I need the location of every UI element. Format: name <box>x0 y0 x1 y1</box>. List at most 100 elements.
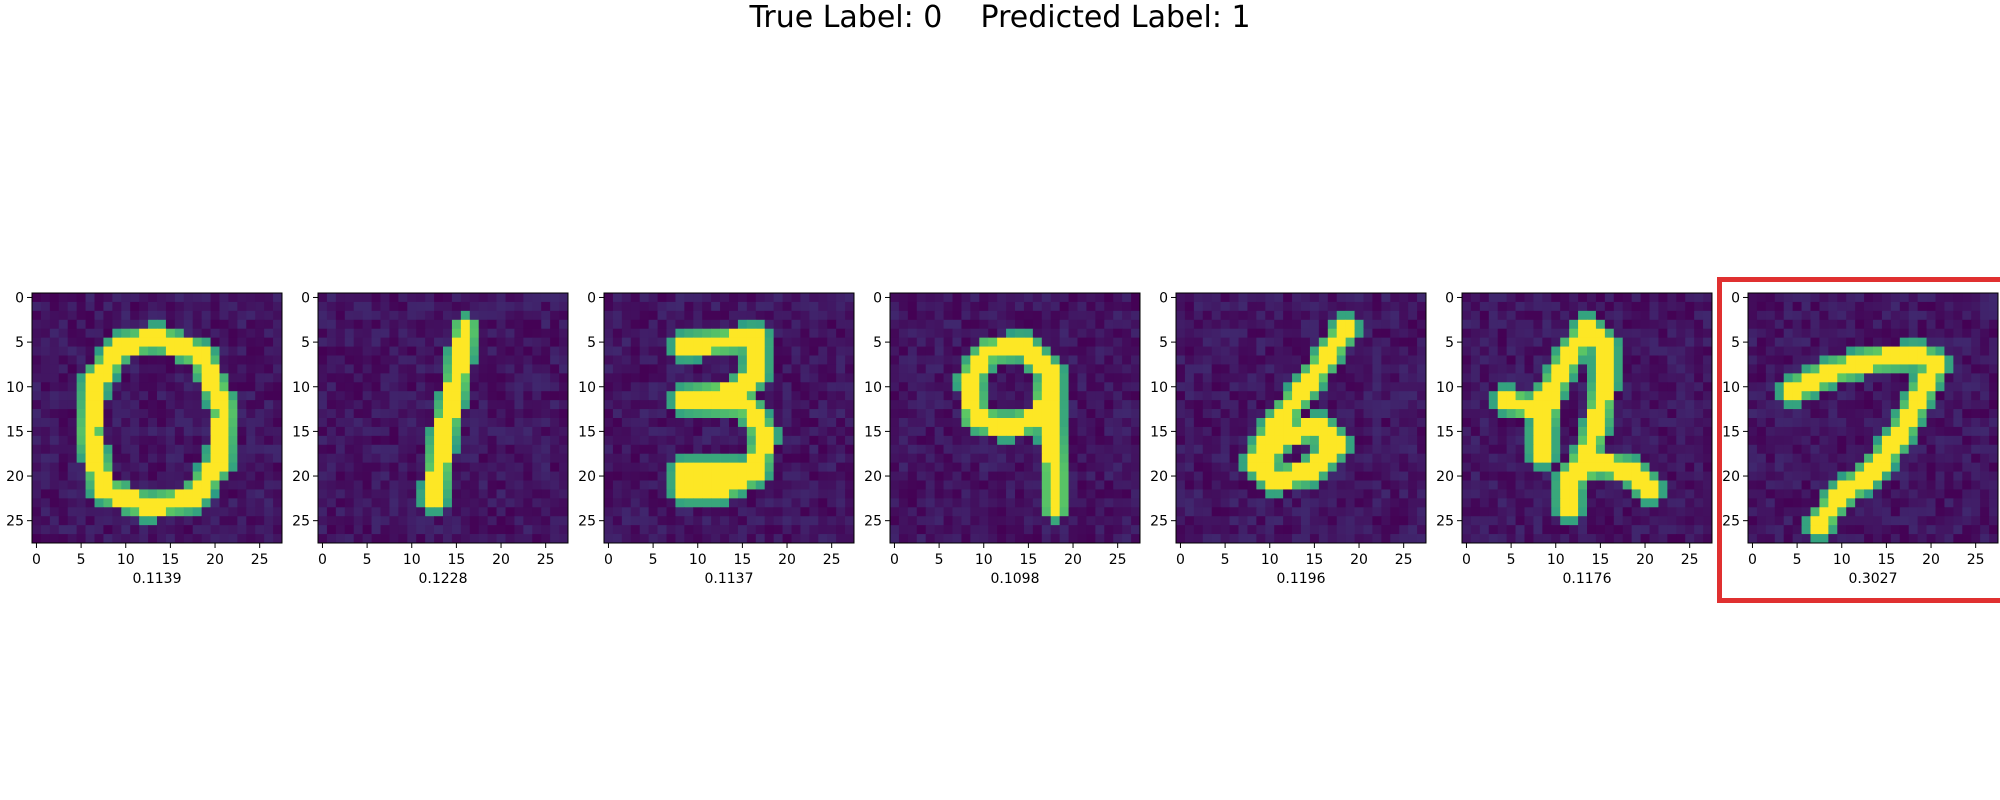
pixel <box>809 355 819 365</box>
pixel <box>648 462 658 472</box>
pixel <box>389 462 399 472</box>
pixel <box>1470 453 1481 464</box>
pixel <box>1462 418 1472 428</box>
pixel <box>1301 444 1311 455</box>
pixel <box>1095 489 1105 499</box>
pixel <box>1095 409 1105 419</box>
pixel <box>1292 337 1302 347</box>
pixel <box>657 355 667 365</box>
pixel <box>451 391 462 401</box>
pixel <box>1631 489 1641 499</box>
pixel <box>648 534 658 544</box>
pixel <box>1667 310 1677 321</box>
pixel <box>362 435 372 446</box>
pixel <box>103 391 113 401</box>
pixel <box>478 435 489 446</box>
pixel <box>1041 471 1052 481</box>
pixel <box>532 418 542 428</box>
pixel <box>1104 534 1114 544</box>
pixel <box>1015 534 1025 544</box>
pixel <box>219 453 229 464</box>
pixel <box>228 444 238 455</box>
pixel <box>711 516 721 526</box>
pixel <box>988 337 998 347</box>
pixel <box>1193 507 1204 517</box>
pixel <box>773 426 783 437</box>
pixel <box>1301 471 1311 481</box>
pixel <box>1238 435 1248 446</box>
pixel <box>1309 418 1320 428</box>
pixel <box>1247 426 1257 437</box>
pixel <box>1390 462 1400 472</box>
pixel <box>1363 310 1373 321</box>
pixel <box>1542 328 1552 339</box>
pixel <box>1399 409 1409 419</box>
pixel <box>729 498 739 508</box>
pixel <box>604 516 614 526</box>
pixel <box>1506 471 1516 481</box>
pixel <box>183 444 194 455</box>
pixel <box>353 310 364 321</box>
pixel <box>505 462 515 472</box>
pixel <box>1345 373 1355 383</box>
pixel <box>711 507 721 517</box>
pixel <box>621 293 632 303</box>
pixel <box>416 337 426 347</box>
pixel <box>1846 293 1856 303</box>
pixel <box>1926 301 1936 312</box>
pixel <box>362 346 372 356</box>
pixel <box>952 462 962 472</box>
pixel <box>684 382 694 392</box>
pixel <box>541 489 551 499</box>
pixel <box>157 337 167 347</box>
pixel <box>907 435 918 446</box>
pixel <box>1560 391 1570 401</box>
pixel <box>1059 426 1069 437</box>
pixel <box>183 471 194 481</box>
pixel <box>988 489 998 499</box>
pixel <box>523 489 533 499</box>
pixel <box>1560 444 1570 455</box>
pixel <box>1363 346 1373 356</box>
pixel <box>264 462 274 472</box>
pixel <box>898 471 909 481</box>
pixel <box>40 355 51 365</box>
pixel <box>639 409 650 419</box>
pixel <box>67 498 78 508</box>
pixel <box>746 382 757 392</box>
pixel <box>85 507 95 517</box>
pixel <box>514 426 524 437</box>
pixel <box>49 409 60 419</box>
pixel <box>121 319 131 330</box>
pixel <box>32 382 42 392</box>
pixel <box>746 498 757 508</box>
pixel <box>201 337 211 347</box>
pixel <box>1122 418 1132 428</box>
pixel <box>201 480 211 490</box>
pixel <box>49 453 60 464</box>
pixel <box>809 391 819 401</box>
pixel <box>58 480 69 490</box>
pixel <box>1184 346 1195 356</box>
pixel <box>532 337 542 347</box>
pixel <box>1390 310 1400 321</box>
pixel <box>469 328 480 339</box>
pixel <box>1542 409 1552 419</box>
pixel <box>165 409 176 419</box>
pixel <box>621 444 632 455</box>
pixel <box>1640 409 1650 419</box>
pixel <box>1176 453 1186 464</box>
pixel <box>1765 319 1776 330</box>
pixel <box>1006 480 1016 490</box>
pixel <box>1560 507 1570 517</box>
pixel <box>1059 355 1069 365</box>
pixel <box>344 346 355 356</box>
pixel <box>559 382 569 392</box>
pixel <box>183 453 194 464</box>
pixel <box>344 418 355 428</box>
pixel <box>890 498 900 508</box>
pixel <box>416 328 426 339</box>
pixel <box>148 319 158 330</box>
pixel <box>720 391 730 401</box>
pixel <box>112 301 122 312</box>
